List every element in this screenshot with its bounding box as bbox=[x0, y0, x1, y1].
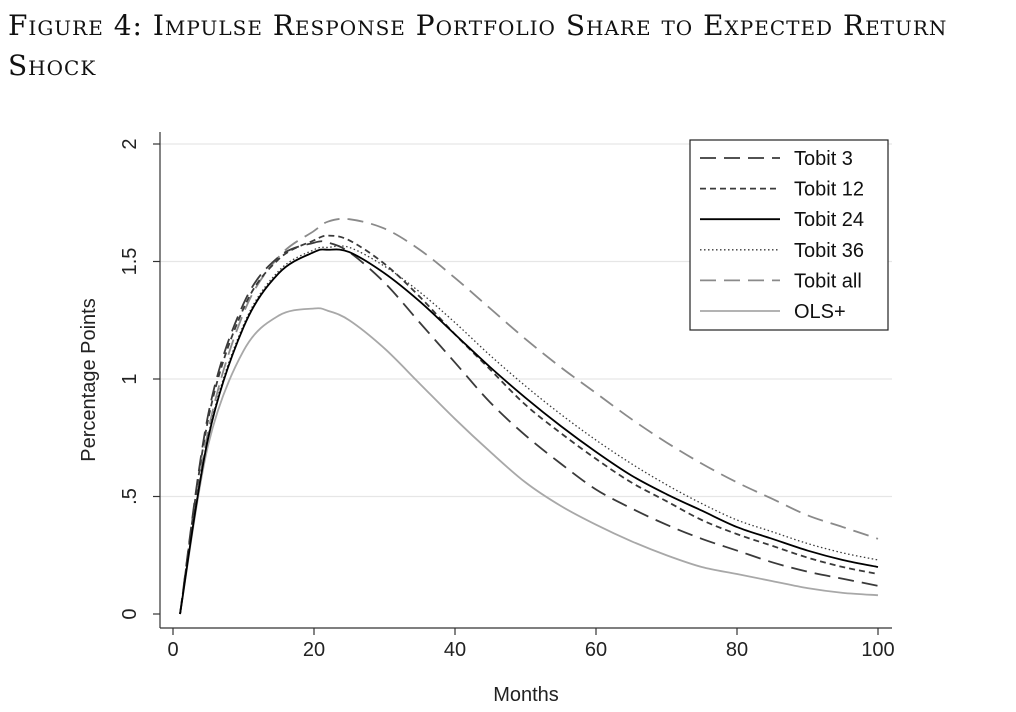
y-axis-label: Percentage Points bbox=[78, 298, 100, 461]
x-tick-label-3: 60 bbox=[585, 639, 607, 661]
legend-label-1: Tobit 12 bbox=[794, 179, 864, 201]
legend-label-3: Tobit 36 bbox=[794, 240, 864, 262]
legend-label-4: Tobit all bbox=[794, 270, 862, 292]
figure-title: Figure 4: Impulse Response Portfolio Sha… bbox=[8, 9, 948, 82]
y-tick-label-2: 1 bbox=[119, 373, 141, 384]
series-line-0 bbox=[179, 240, 879, 615]
series-line-4 bbox=[179, 217, 879, 615]
axes: 0 20 40 60 80 100 0 .5 1 1.5 2 bbox=[119, 132, 895, 661]
x-tick-label-5: 100 bbox=[861, 639, 894, 661]
y-tick-label-0: 0 bbox=[119, 608, 141, 619]
legend-label-0: Tobit 3 bbox=[794, 148, 853, 170]
series-line-3 bbox=[179, 245, 879, 615]
x-tick-label-1: 20 bbox=[303, 639, 325, 661]
series-line-2 bbox=[179, 248, 879, 615]
legend-label-2: Tobit 24 bbox=[794, 209, 864, 231]
legend-label-5: OLS+ bbox=[794, 301, 846, 323]
y-tick-label-1: .5 bbox=[119, 488, 141, 505]
legend-box bbox=[689, 139, 889, 331]
series-line-5 bbox=[179, 307, 879, 615]
series-line-1 bbox=[179, 234, 879, 615]
x-axis-label: Months bbox=[493, 684, 559, 706]
y-tick-label-3: 1.5 bbox=[119, 248, 141, 276]
y-tick-label-4: 2 bbox=[119, 138, 141, 149]
legend: Tobit 3 Tobit 12 Tobit 24 Tobit 36 Tobit all… bbox=[689, 139, 889, 331]
x-tick-label-0: 0 bbox=[167, 639, 178, 661]
x-tick-label-4: 80 bbox=[726, 639, 748, 661]
x-tick-label-2: 40 bbox=[444, 639, 466, 661]
series-lines bbox=[179, 217, 879, 615]
